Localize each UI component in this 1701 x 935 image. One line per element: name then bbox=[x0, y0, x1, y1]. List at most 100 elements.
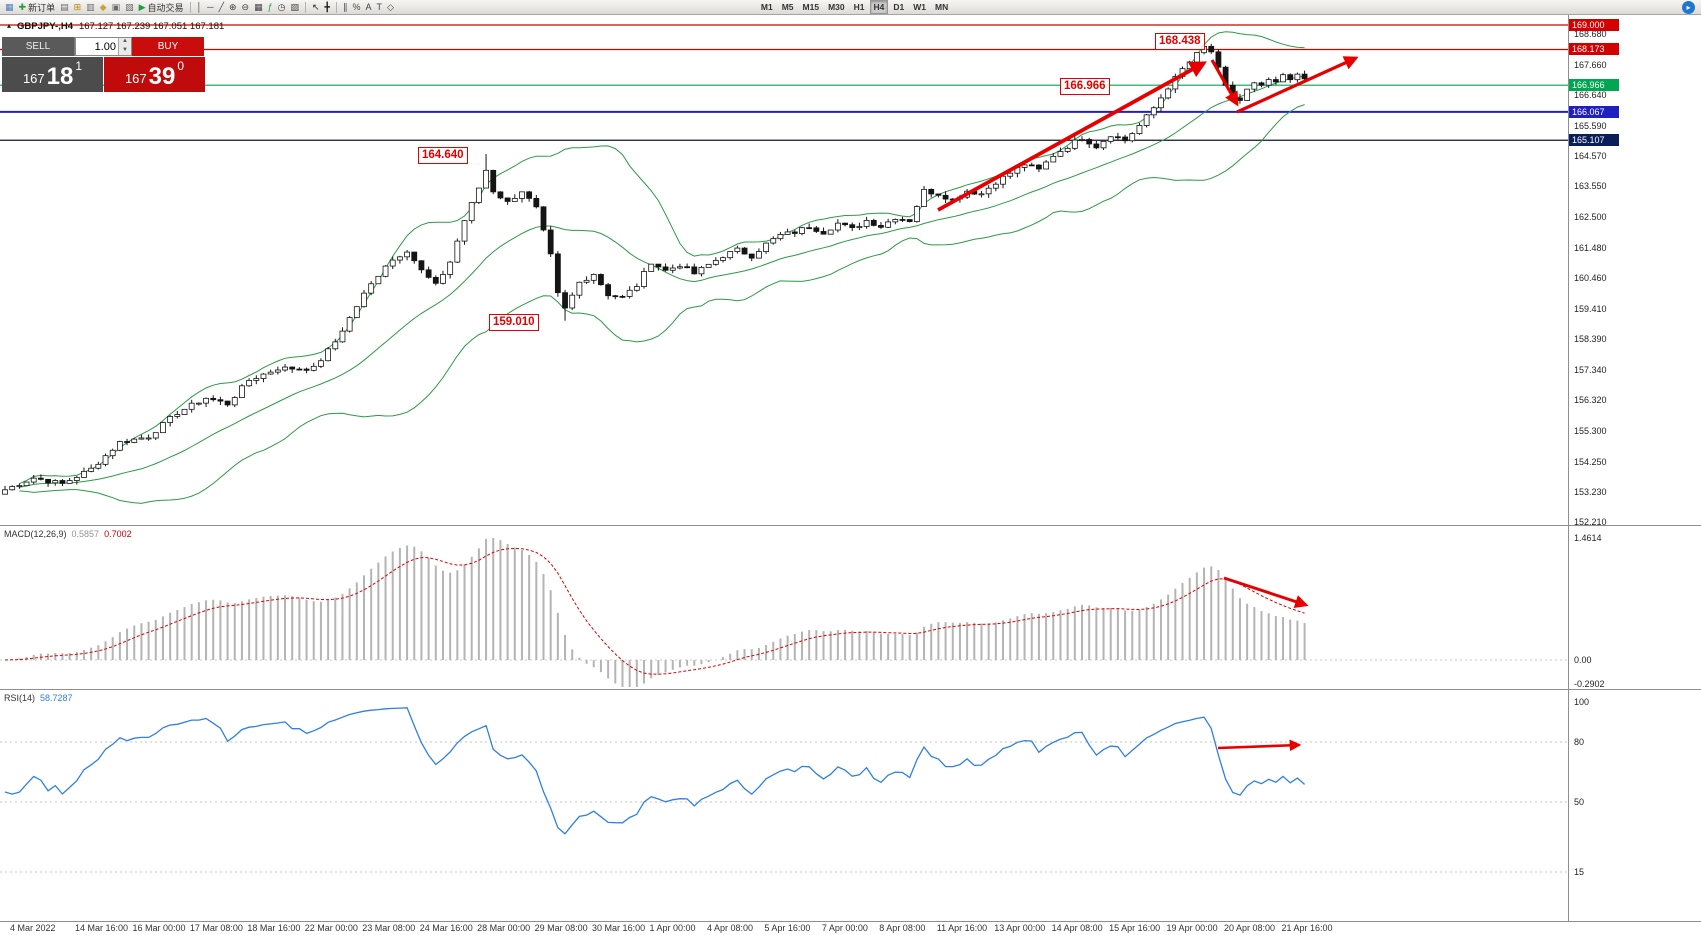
new-order-glyph: ✚ bbox=[18, 1, 27, 12]
symbol-marker-icon: ▴ bbox=[7, 21, 12, 30]
price-tick: 156.320 bbox=[1574, 395, 1607, 406]
chart-profiles-icon-glyph: ▤ bbox=[60, 1, 69, 12]
time-axis-label: 23 Mar 08:00 bbox=[362, 923, 416, 933]
price-tick: 158.390 bbox=[1574, 334, 1607, 345]
timeframe-mn[interactable]: MN bbox=[935, 2, 949, 12]
shapes-tool[interactable]: ◇ bbox=[385, 1, 396, 14]
periods-button[interactable]: ◷ bbox=[276, 1, 288, 14]
time-axis-label: 14 Mar 16:00 bbox=[75, 923, 129, 933]
price-tick: 165.590 bbox=[1574, 120, 1607, 131]
crosshair-tool[interactable]: ╋ bbox=[323, 1, 332, 14]
price-tick: 160.460 bbox=[1574, 272, 1607, 283]
macd-main-value: 0.5857 bbox=[71, 529, 100, 539]
label-tool[interactable]: T bbox=[374, 1, 384, 14]
autotrading-glyph: ▶ bbox=[138, 1, 146, 12]
price-tag-159010[interactable]: 159.010 bbox=[489, 314, 539, 331]
volume-down-button[interactable]: ▼ bbox=[118, 46, 131, 55]
macd-scale-tick: 1.4614 bbox=[1574, 532, 1602, 543]
cursor-tool-glyph: ↖ bbox=[311, 1, 320, 12]
rsi-scale-tick: 80 bbox=[1574, 737, 1585, 747]
strategy-tester-icon[interactable]: ▧ bbox=[123, 1, 136, 14]
cursor-tool[interactable]: ↖ bbox=[310, 1, 322, 14]
timeframe-d1[interactable]: D1 bbox=[893, 2, 905, 12]
time-axis-label: 29 Mar 08:00 bbox=[534, 923, 588, 933]
price-axis[interactable]: 168.680 167.660 166.640 165.590 164.570 163.5… bbox=[1569, 0, 1701, 935]
main-toolbar: ▦ ✚ 新订单 ▤ ⊞ ▥ ◆ ▣ ▧ ▶ 自动交易 │ ─ ╱ ⊕ ⊖ ▦ ƒ ◷ ▨ ↖ ╋ ∥% A T ◇ M1 M5 M15 M… bbox=[0, 0, 1701, 15]
channel-tool[interactable]: ∥ bbox=[341, 1, 350, 14]
text-tool[interactable]: A bbox=[363, 1, 373, 14]
rsi-scale-tick: 100 bbox=[1574, 697, 1590, 707]
volume-box: ▲ ▼ bbox=[75, 37, 132, 56]
time-axis-label: 16 Mar 00:00 bbox=[132, 923, 186, 933]
buy-price-pips: 39 bbox=[148, 63, 176, 90]
terminal-icon[interactable]: ▣ bbox=[110, 1, 123, 14]
data-window-icon-glyph: ▥ bbox=[86, 1, 95, 12]
charts-window-icon[interactable]: ▦ bbox=[3, 1, 16, 14]
macd-signal-value: 0.7002 bbox=[104, 529, 132, 539]
timeframe-m5[interactable]: M5 bbox=[781, 2, 794, 12]
sell-price-display[interactable]: 167 18 1 bbox=[2, 57, 103, 92]
volume-up-button[interactable]: ▲ bbox=[118, 38, 131, 47]
rsi-indicator-label: RSI(14) 58.7287 bbox=[4, 693, 73, 703]
chart-profiles-icon[interactable]: ▤ bbox=[58, 1, 71, 14]
macd-scale-tick: -0.2902 bbox=[1574, 679, 1605, 690]
timeframe-h4[interactable]: H4 bbox=[869, 0, 889, 14]
price-axis-divider bbox=[1568, 15, 1569, 922]
rsi-scale-tick: 15 bbox=[1574, 867, 1585, 877]
price-tag-168438[interactable]: 168.438 bbox=[1155, 33, 1205, 50]
price-level-chip: 165.107 bbox=[1569, 134, 1619, 147]
timeframe-m30[interactable]: M30 bbox=[828, 2, 845, 12]
timeframe-h1[interactable]: H1 bbox=[853, 2, 865, 12]
timeframe-m15[interactable]: M15 bbox=[802, 2, 820, 12]
macd-indicator-label: MACD(12,26,9) 0.5857 0.7002 bbox=[4, 529, 132, 539]
time-axis-label: 24 Mar 16:00 bbox=[419, 923, 473, 933]
vertical-line-tool[interactable]: │ bbox=[195, 1, 205, 14]
fibonacci-tool-glyph: % bbox=[352, 1, 361, 12]
time-axis-label: 21 Apr 16:00 bbox=[1281, 923, 1333, 933]
time-axis-label: 30 Mar 16:00 bbox=[592, 923, 646, 933]
buy-button[interactable]: BUY bbox=[132, 37, 204, 56]
buy-price-display[interactable]: 167 39 0 bbox=[104, 57, 205, 92]
time-axis-label: 22 Mar 00:00 bbox=[304, 923, 358, 933]
new-order-button[interactable]: ✚ 新订单 bbox=[17, 1, 58, 14]
navigator-icon[interactable]: ◆ bbox=[98, 1, 109, 14]
time-axis-label: 19 Apr 00:00 bbox=[1166, 923, 1218, 933]
volume-input[interactable] bbox=[76, 38, 118, 55]
tile-windows-icon[interactable]: ▦ bbox=[252, 1, 265, 14]
community-icon[interactable]: ▸ bbox=[1682, 1, 1695, 14]
zoom-out-button[interactable]: ⊖ bbox=[240, 1, 252, 14]
indicators-button[interactable]: ƒ bbox=[266, 1, 275, 14]
sell-button[interactable]: SELL bbox=[2, 37, 75, 56]
time-axis-label: 7 Apr 00:00 bbox=[821, 923, 868, 933]
timeframe-m1[interactable]: M1 bbox=[760, 2, 773, 12]
rsi-pane-divider[interactable] bbox=[0, 689, 1701, 690]
autotrading-button[interactable]: ▶ 自动交易 bbox=[137, 1, 186, 14]
market-watch-icon[interactable]: ⊞ bbox=[72, 1, 84, 14]
price-tick: 168.680 bbox=[1574, 29, 1607, 40]
rsi-name: RSI(14) bbox=[4, 693, 36, 703]
fibonacci-tool[interactable]: % bbox=[350, 1, 362, 14]
price-tick: 157.340 bbox=[1574, 365, 1607, 376]
time-axis-label: 15 Apr 16:00 bbox=[1109, 923, 1161, 933]
price-level-chip: 166.966 bbox=[1569, 79, 1619, 92]
timeframe-w1[interactable]: W1 bbox=[913, 2, 926, 12]
horizontal-line-tool[interactable]: ─ bbox=[205, 1, 215, 14]
time-axis-label: 18 Mar 16:00 bbox=[247, 923, 301, 933]
price-tag-164640[interactable]: 164.640 bbox=[418, 147, 468, 164]
navigator-icon-glyph: ◆ bbox=[99, 1, 107, 12]
price-tick: 159.410 bbox=[1574, 303, 1607, 314]
new-order-button-label: 新订单 bbox=[28, 2, 56, 13]
chart-header: ▴ GBPJPY-,H4 167.127 167.239 167.051 167… bbox=[7, 21, 224, 32]
price-tag-166966[interactable]: 166.966 bbox=[1060, 78, 1110, 95]
zoom-in-button[interactable]: ⊕ bbox=[227, 1, 239, 14]
time-axis-label: 13 Apr 00:00 bbox=[994, 923, 1046, 933]
templates-icon[interactable]: ▨ bbox=[288, 1, 301, 14]
trendline-tool[interactable]: ╱ bbox=[217, 1, 226, 14]
data-window-icon[interactable]: ▥ bbox=[84, 1, 97, 14]
market-watch-icon-glyph: ⊞ bbox=[73, 1, 82, 12]
macd-pane-divider[interactable] bbox=[0, 525, 1701, 526]
time-axis[interactable]: 4 Mar 2022 14 Mar 16:00 16 Mar 00:00 17 Mar… bbox=[0, 923, 1701, 935]
sell-price-point: 1 bbox=[75, 59, 83, 73]
vertical-line-tool-glyph: │ bbox=[196, 1, 203, 12]
